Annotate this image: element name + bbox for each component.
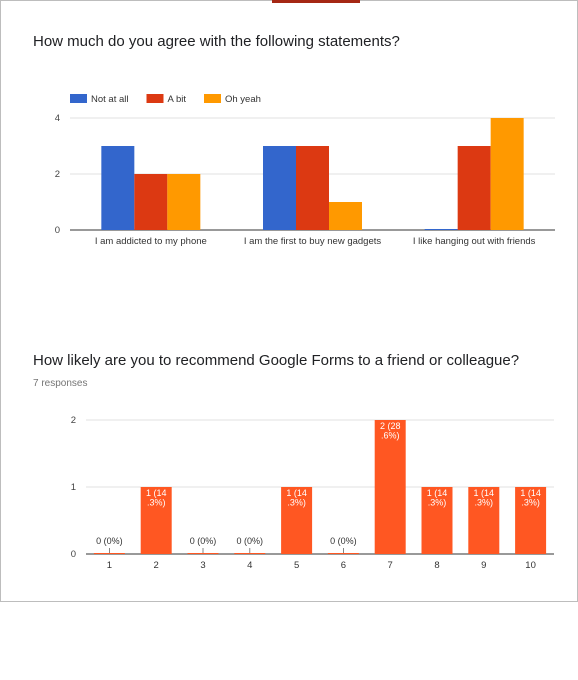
x-tick-label: I like hanging out with friends <box>413 236 536 247</box>
legend-swatch-2 <box>204 94 221 103</box>
bar-0-2 <box>167 174 201 230</box>
x-tick-label: 5 <box>294 560 299 571</box>
bar-8 <box>421 487 453 554</box>
bar-9 <box>468 487 500 554</box>
legend-label-0: Not at all <box>91 94 129 105</box>
data-label-5: 1 (14.3%) <box>286 488 307 508</box>
x-tick-label: I am addicted to my phone <box>95 236 207 247</box>
data-label-6: 0 (0%) <box>330 536 357 546</box>
bar-2-1 <box>457 146 491 230</box>
x-tick-label: 7 <box>388 560 393 571</box>
bar-2 <box>140 487 172 554</box>
question-card-recommend: How likely are you to recommend Google F… <box>0 300 578 600</box>
bar-3 <box>187 553 219 554</box>
bar-6 <box>327 553 359 554</box>
y-tick-label: 2 <box>55 169 60 180</box>
bar-1-1 <box>296 146 329 230</box>
question-title: How much do you agree with the following… <box>33 33 400 50</box>
bar-1-2 <box>329 202 362 230</box>
bar-1 <box>93 553 125 554</box>
legend-label-2: Oh yeah <box>225 94 261 105</box>
agreement-chart: Not at all A bit Oh yeah 0 2 4 I am addicted t… <box>55 94 555 247</box>
data-label-1: 0 (0%) <box>96 536 123 546</box>
legend-label-1: A bit <box>168 94 187 105</box>
y-tick-label: 4 <box>55 113 60 124</box>
data-label-3: 0 (0%) <box>190 536 217 546</box>
x-tick-label: 2 <box>154 560 159 571</box>
tab-indicator <box>272 0 360 3</box>
bar-5 <box>281 487 313 554</box>
x-tick-label: 9 <box>481 560 486 571</box>
legend-swatch-0 <box>70 94 87 103</box>
y-tick-label: 1 <box>71 482 76 493</box>
bar-10 <box>515 487 547 554</box>
x-tick-label: 8 <box>434 560 439 571</box>
question-card-agreement: How much do you agree with the following… <box>0 0 578 300</box>
bar-2-0 <box>424 229 458 230</box>
data-label-4: 0 (0%) <box>237 536 264 546</box>
bar-1-0 <box>263 146 296 230</box>
data-label-9: 1 (14.3%) <box>474 488 495 508</box>
bar-7 <box>374 420 406 554</box>
x-tick-label: 10 <box>525 560 536 571</box>
data-label-10: 1 (14.3%) <box>520 488 541 508</box>
x-tick-label: 3 <box>200 560 205 571</box>
bar-0-0 <box>101 146 135 230</box>
question-title: How likely are you to recommend Google F… <box>33 352 520 369</box>
x-tick-label: 1 <box>107 560 112 571</box>
recommend-chart: 0 1 2 0 (0%) 1 1 (14.3%) 2 0 (0%) 3 0 (0%) 4 1 (14.… <box>71 415 554 571</box>
y-tick-label: 2 <box>71 415 76 426</box>
y-tick-label: 0 <box>55 225 60 236</box>
bar-0-1 <box>134 174 168 230</box>
response-count: 7 responses <box>33 378 88 389</box>
data-label-2: 1 (14.3%) <box>146 488 167 508</box>
x-tick-label: 6 <box>341 560 346 571</box>
bar-4 <box>234 553 266 554</box>
bar-2-2 <box>490 118 524 230</box>
x-tick-label: 4 <box>247 560 252 571</box>
data-label-7: 2 (28.6%) <box>380 421 401 441</box>
y-tick-label: 0 <box>71 549 76 560</box>
legend-swatch-1 <box>146 94 164 103</box>
x-tick-label: I am the first to buy new gadgets <box>244 236 382 247</box>
data-label-8: 1 (14.3%) <box>427 488 448 508</box>
